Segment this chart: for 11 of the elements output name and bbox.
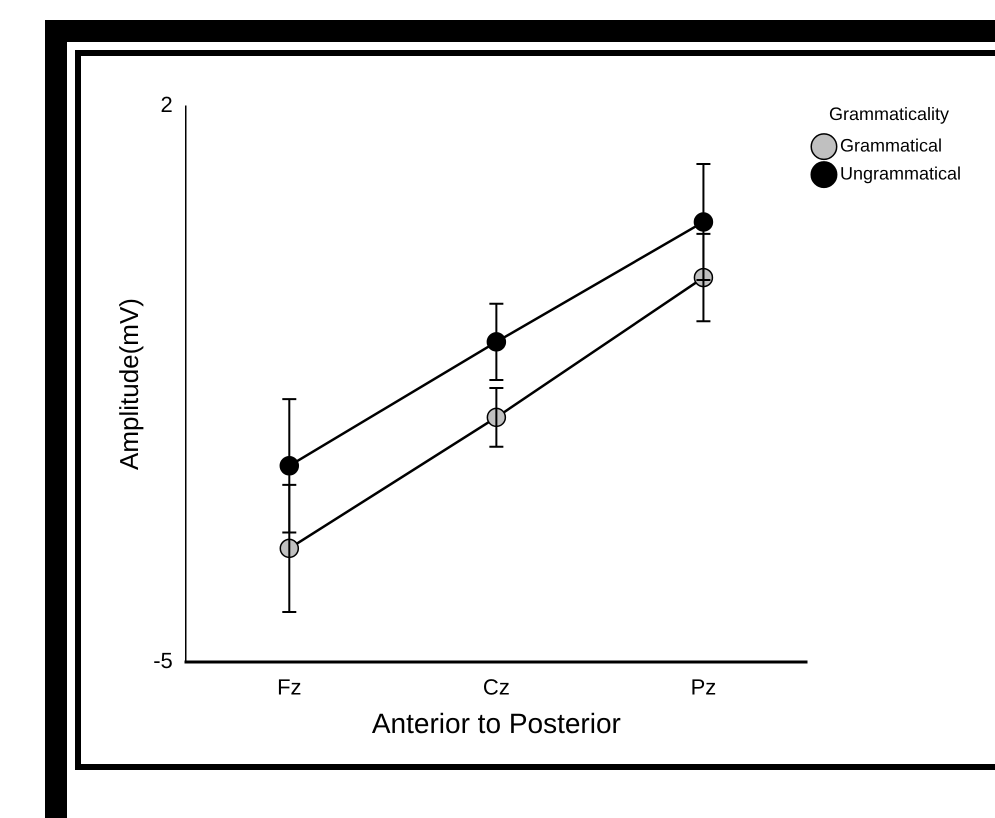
frame-border: Anterior to Posterior Amplitude(mV) Grammaticality Grammatical Ungrammatical Fz Cz Pz -5 2: [45, 20, 995, 818]
y-axis-title: Amplitude(mV): [114, 298, 144, 470]
legend-title: Grammaticality: [828, 104, 949, 124]
legend-label: Ungrammatical: [840, 164, 962, 184]
x-tick-label: Fz: [277, 674, 302, 700]
y-tick-label: -5: [153, 648, 173, 674]
legend-label: Grammatical: [840, 136, 942, 156]
x-tick-label: Cz: [482, 674, 510, 700]
x-tick-label: Pz: [690, 674, 716, 700]
x-axis-title: Anterior to Posterior: [372, 708, 621, 739]
y-tick-label: 2: [160, 92, 173, 118]
